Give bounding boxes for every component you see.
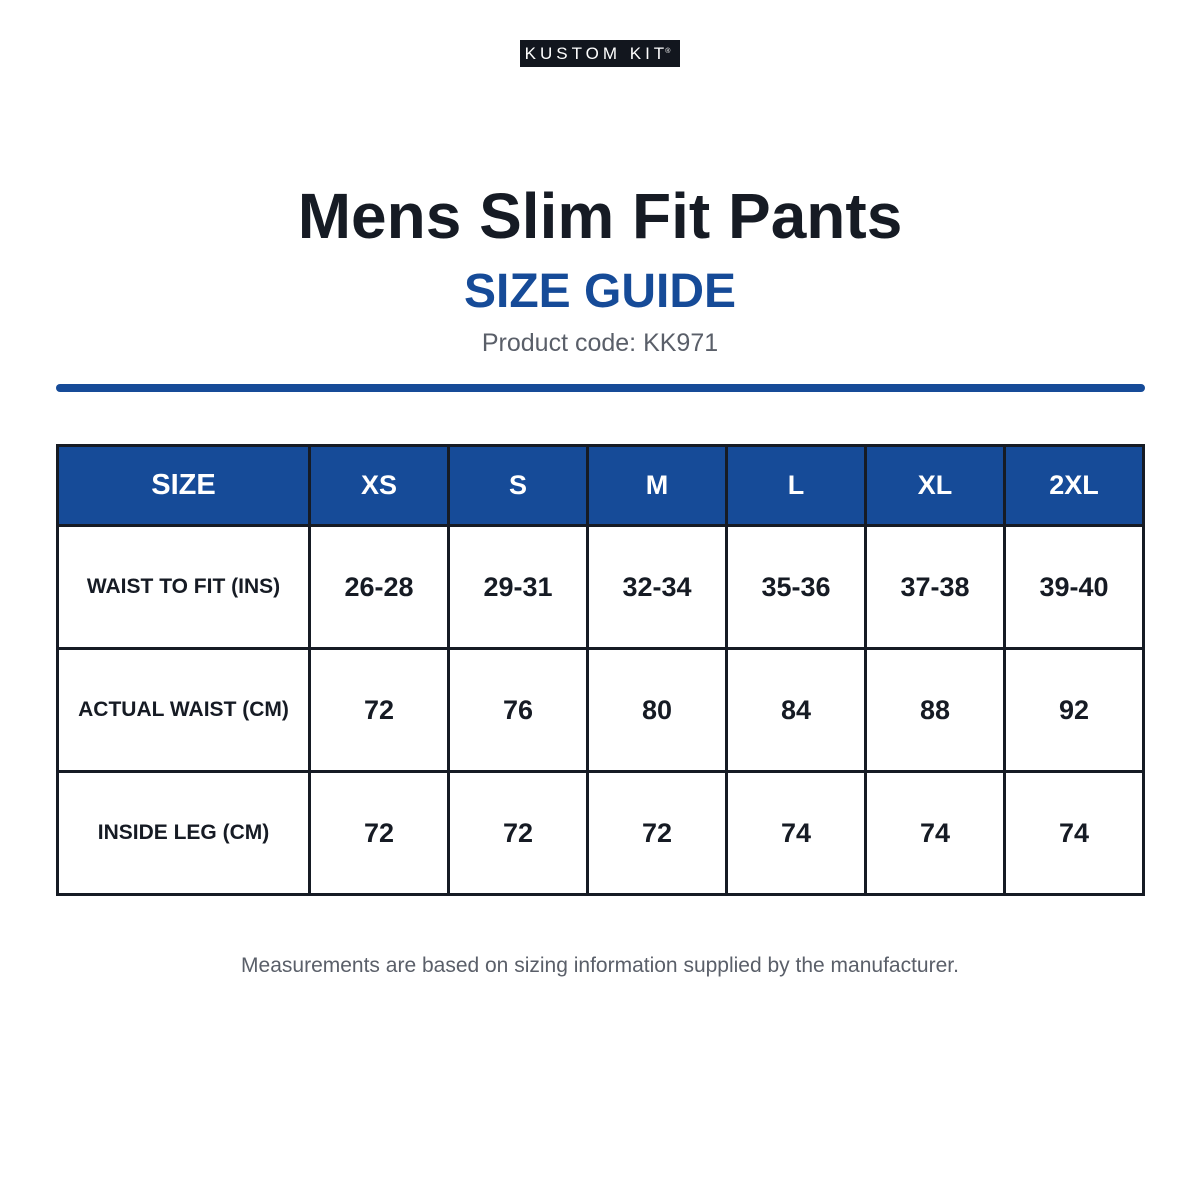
- table-cell: 26-28: [308, 524, 450, 650]
- size-chart-table: SIZE XS S M L XL 2XL WAIST TO FIT (INS) …: [56, 444, 1145, 896]
- table-cell: 80: [586, 647, 728, 773]
- table-cell: 35-36: [725, 524, 867, 650]
- table-cell: 37-38: [864, 524, 1006, 650]
- divider-rule: [56, 384, 1145, 392]
- table-row-waist-to-fit: WAIST TO FIT (INS) 26-28 29-31 32-34 35-…: [56, 524, 1145, 650]
- header-size-s: S: [447, 444, 589, 527]
- table-cell: 74: [1003, 770, 1145, 896]
- table-cell: 88: [864, 647, 1006, 773]
- brand-logo-text: KUSTOM KIT: [524, 44, 669, 63]
- header-size-xl: XL: [864, 444, 1006, 527]
- header-size-label: SIZE: [56, 444, 311, 527]
- row-label: INSIDE LEG (CM): [56, 770, 311, 896]
- table-cell: 92: [1003, 647, 1145, 773]
- table-cell: 72: [308, 770, 450, 896]
- table-cell: 74: [864, 770, 1006, 896]
- row-label: WAIST TO FIT (INS): [56, 524, 311, 650]
- table-header-row: SIZE XS S M L XL 2XL: [56, 444, 1145, 527]
- table-cell: 84: [725, 647, 867, 773]
- table-cell: 76: [447, 647, 589, 773]
- header-size-xs: XS: [308, 444, 450, 527]
- registered-mark: ®: [665, 48, 671, 55]
- table-cell: 72: [308, 647, 450, 773]
- header-size-l: L: [725, 444, 867, 527]
- brand-logo: KUSTOM KIT®: [520, 40, 680, 67]
- table-cell: 74: [725, 770, 867, 896]
- table-row-actual-waist: ACTUAL WAIST (CM) 72 76 80 84 88 92: [56, 647, 1145, 773]
- product-code: Product code: KK971: [481, 329, 719, 357]
- measurement-footnote: Measurements are based on sizing informa…: [241, 954, 959, 977]
- page-title: Mens Slim Fit Pants: [297, 180, 903, 252]
- table-cell: 32-34: [586, 524, 728, 650]
- page-subtitle: SIZE GUIDE: [463, 265, 737, 318]
- table-cell: 39-40: [1003, 524, 1145, 650]
- table-row-inside-leg: INSIDE LEG (CM) 72 72 72 74 74 74: [56, 770, 1145, 896]
- header-size-m: M: [586, 444, 728, 527]
- table-cell: 72: [447, 770, 589, 896]
- table-cell: 72: [586, 770, 728, 896]
- row-label: ACTUAL WAIST (CM): [56, 647, 311, 773]
- table-cell: 29-31: [447, 524, 589, 650]
- header-size-2xl: 2XL: [1003, 444, 1145, 527]
